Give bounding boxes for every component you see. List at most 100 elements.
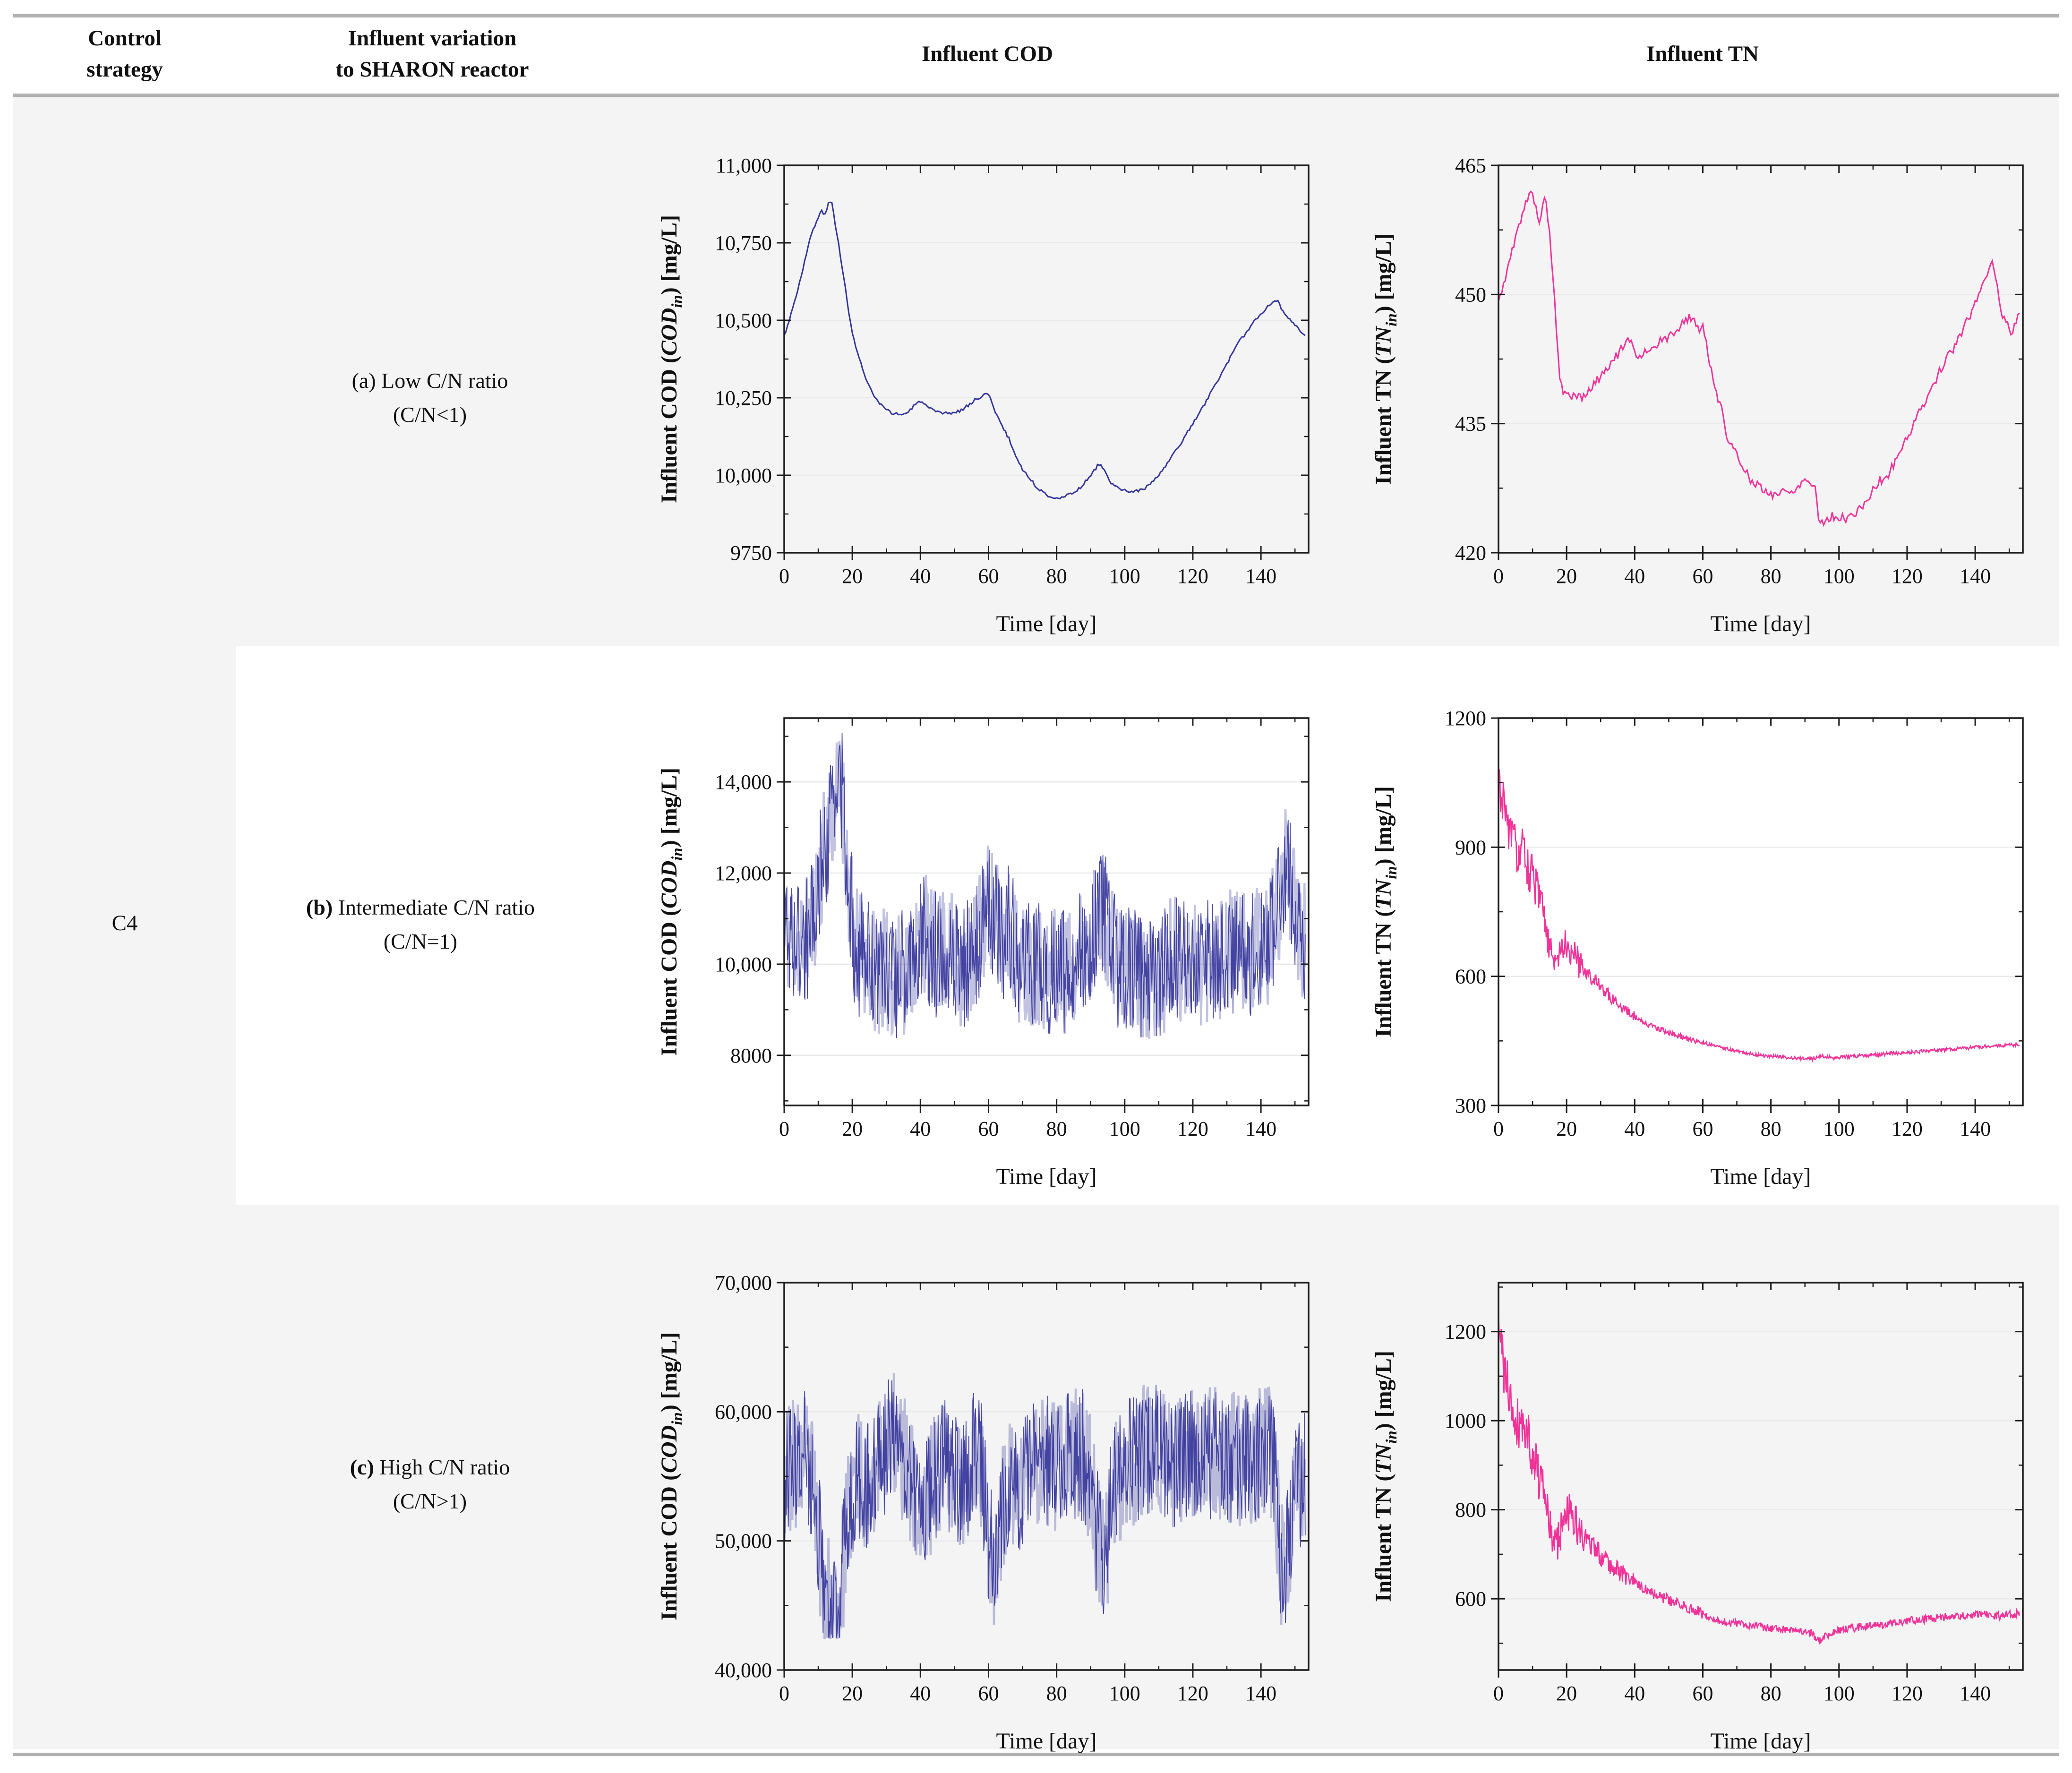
svg-text:120: 120 bbox=[1892, 565, 1923, 588]
svg-text:8000: 8000 bbox=[730, 1044, 772, 1067]
svg-text:100: 100 bbox=[1824, 1682, 1855, 1705]
svg-text:140: 140 bbox=[1245, 1682, 1276, 1705]
svg-text:80: 80 bbox=[1761, 565, 1781, 588]
svg-text:0: 0 bbox=[1493, 1117, 1504, 1140]
svg-text:60,000: 60,000 bbox=[715, 1400, 772, 1423]
svg-text:Time [day]: Time [day] bbox=[1711, 1164, 1811, 1189]
chart-low-cn-influent-tn: 0 20 40 60 80 100 120 140 420 435 450 465 Time [day]… bbox=[1357, 137, 2032, 666]
svg-text:80: 80 bbox=[1046, 565, 1067, 588]
header-influent-tn: Influent TN bbox=[1346, 21, 2059, 87]
svg-text:80: 80 bbox=[1761, 1117, 1781, 1140]
header-influent-variation: Influent variation to SHARON reactor bbox=[236, 21, 628, 87]
svg-text:40: 40 bbox=[910, 565, 931, 588]
svg-text:450: 450 bbox=[1455, 283, 1486, 306]
table-bottom-rule bbox=[13, 1753, 2059, 1756]
svg-text:Time [day]: Time [day] bbox=[996, 1164, 1097, 1189]
svg-text:60: 60 bbox=[1692, 565, 1713, 588]
svg-text:100: 100 bbox=[1824, 1117, 1855, 1140]
svg-text:60: 60 bbox=[1692, 1682, 1713, 1705]
row-title: High C/N ratio bbox=[379, 1455, 510, 1479]
svg-text:100: 100 bbox=[1109, 565, 1140, 588]
control-strategy-value: C4 bbox=[111, 910, 138, 935]
svg-text:600: 600 bbox=[1455, 965, 1486, 988]
header-influent-variation-line1: Influent variation bbox=[348, 26, 517, 51]
svg-text:465: 465 bbox=[1455, 154, 1486, 177]
header-control-strategy: Control strategy bbox=[13, 21, 236, 87]
svg-text:20: 20 bbox=[842, 1117, 863, 1140]
svg-text:Influent TN (TNin) [mg/L]: Influent TN (TNin) [mg/L] bbox=[1371, 233, 1400, 485]
row-marker: (b) bbox=[306, 895, 333, 919]
svg-text:80: 80 bbox=[1046, 1682, 1067, 1705]
svg-text:100: 100 bbox=[1109, 1117, 1140, 1140]
svg-text:20: 20 bbox=[1556, 565, 1577, 588]
svg-text:60: 60 bbox=[978, 565, 999, 588]
svg-text:0: 0 bbox=[779, 1682, 789, 1705]
row-a-band bbox=[13, 97, 2059, 646]
svg-text:40: 40 bbox=[1624, 1682, 1645, 1705]
svg-text:20: 20 bbox=[1556, 1682, 1577, 1705]
row-label-low-cn: (a) Low C/N ratio (C/N<1) bbox=[255, 364, 605, 432]
svg-text:420: 420 bbox=[1455, 541, 1486, 565]
svg-text:20: 20 bbox=[842, 565, 863, 588]
svg-text:10,250: 10,250 bbox=[715, 386, 772, 410]
svg-text:20: 20 bbox=[1556, 1117, 1577, 1140]
svg-text:Influent COD (CODin) [mg/L]: Influent COD (CODin) [mg/L] bbox=[657, 215, 686, 503]
header-influent-cod-label: Influent COD bbox=[921, 42, 1053, 66]
svg-text:50,000: 50,000 bbox=[715, 1530, 772, 1553]
row-subtitle: (C/N>1) bbox=[393, 1489, 467, 1513]
chart-intermediate-cn-influent-tn: 0 20 40 60 80 100 120 140 300 600 900 1200 Time [day… bbox=[1357, 690, 2032, 1219]
svg-text:9750: 9750 bbox=[730, 541, 772, 565]
svg-text:0: 0 bbox=[1493, 565, 1504, 588]
svg-text:435: 435 bbox=[1455, 412, 1486, 436]
svg-text:Time [day]: Time [day] bbox=[996, 611, 1097, 636]
svg-text:0: 0 bbox=[779, 1117, 789, 1140]
svg-text:20: 20 bbox=[842, 1682, 863, 1705]
svg-text:14,000: 14,000 bbox=[715, 771, 772, 794]
svg-text:11,000: 11,000 bbox=[716, 154, 772, 177]
svg-text:70,000: 70,000 bbox=[715, 1271, 772, 1294]
svg-text:140: 140 bbox=[1245, 565, 1276, 588]
svg-text:120: 120 bbox=[1892, 1117, 1923, 1140]
svg-text:140: 140 bbox=[1960, 1682, 1991, 1705]
svg-text:1200: 1200 bbox=[1445, 1320, 1486, 1344]
row-title: Low C/N ratio bbox=[381, 368, 508, 393]
header-influent-tn-label: Influent TN bbox=[1646, 42, 1759, 66]
svg-text:40: 40 bbox=[910, 1117, 931, 1140]
svg-text:120: 120 bbox=[1177, 1117, 1208, 1140]
row-marker: (c) bbox=[350, 1455, 374, 1479]
svg-text:Time [day]: Time [day] bbox=[1711, 611, 1811, 636]
svg-text:80: 80 bbox=[1761, 1682, 1781, 1705]
row-marker: (a) bbox=[351, 368, 376, 393]
row-label-intermediate-cn: (b) Intermediate C/N ratio (C/N=1) bbox=[239, 891, 602, 959]
svg-text:Time [day]: Time [day] bbox=[1711, 1729, 1811, 1754]
svg-text:80: 80 bbox=[1046, 1117, 1067, 1140]
svg-text:Influent COD (CODin) [mg/L]: Influent COD (CODin) [mg/L] bbox=[657, 768, 686, 1056]
table-top-rule bbox=[13, 14, 2059, 17]
svg-text:140: 140 bbox=[1245, 1117, 1276, 1140]
svg-text:120: 120 bbox=[1177, 565, 1208, 588]
svg-text:1200: 1200 bbox=[1445, 707, 1486, 730]
svg-text:40,000: 40,000 bbox=[715, 1659, 772, 1682]
svg-text:10,750: 10,750 bbox=[715, 231, 772, 255]
svg-text:40: 40 bbox=[1624, 565, 1645, 588]
svg-text:120: 120 bbox=[1177, 1682, 1208, 1705]
svg-text:0: 0 bbox=[1493, 1682, 1504, 1705]
svg-text:600: 600 bbox=[1455, 1587, 1486, 1610]
row-title: Intermediate C/N ratio bbox=[338, 895, 535, 919]
svg-text:Influent COD (CODin) [mg/L]: Influent COD (CODin) [mg/L] bbox=[657, 1332, 686, 1620]
svg-text:140: 140 bbox=[1960, 1117, 1991, 1140]
svg-text:Time [day]: Time [day] bbox=[996, 1729, 1097, 1754]
svg-text:300: 300 bbox=[1455, 1094, 1486, 1117]
control-strategy-cell: C4 bbox=[13, 97, 236, 1749]
svg-text:10,000: 10,000 bbox=[715, 953, 772, 976]
svg-text:12,000: 12,000 bbox=[715, 862, 772, 885]
chart-low-cn-influent-cod: 0 20 40 60 80 100 120 140 9750 10,000 10,250 10,500… bbox=[642, 137, 1318, 666]
header-influent-variation-line2: to SHARON reactor bbox=[335, 57, 529, 82]
svg-text:800: 800 bbox=[1455, 1499, 1486, 1522]
svg-text:0: 0 bbox=[779, 565, 789, 588]
header-control-strategy-line1: Control bbox=[88, 26, 162, 51]
row-subtitle: (C/N<1) bbox=[393, 403, 467, 427]
chart-intermediate-cn-influent-cod: 0 20 40 60 80 100 120 140 8000 10,000 12,000 14,000… bbox=[642, 690, 1318, 1219]
svg-text:900: 900 bbox=[1455, 836, 1486, 859]
